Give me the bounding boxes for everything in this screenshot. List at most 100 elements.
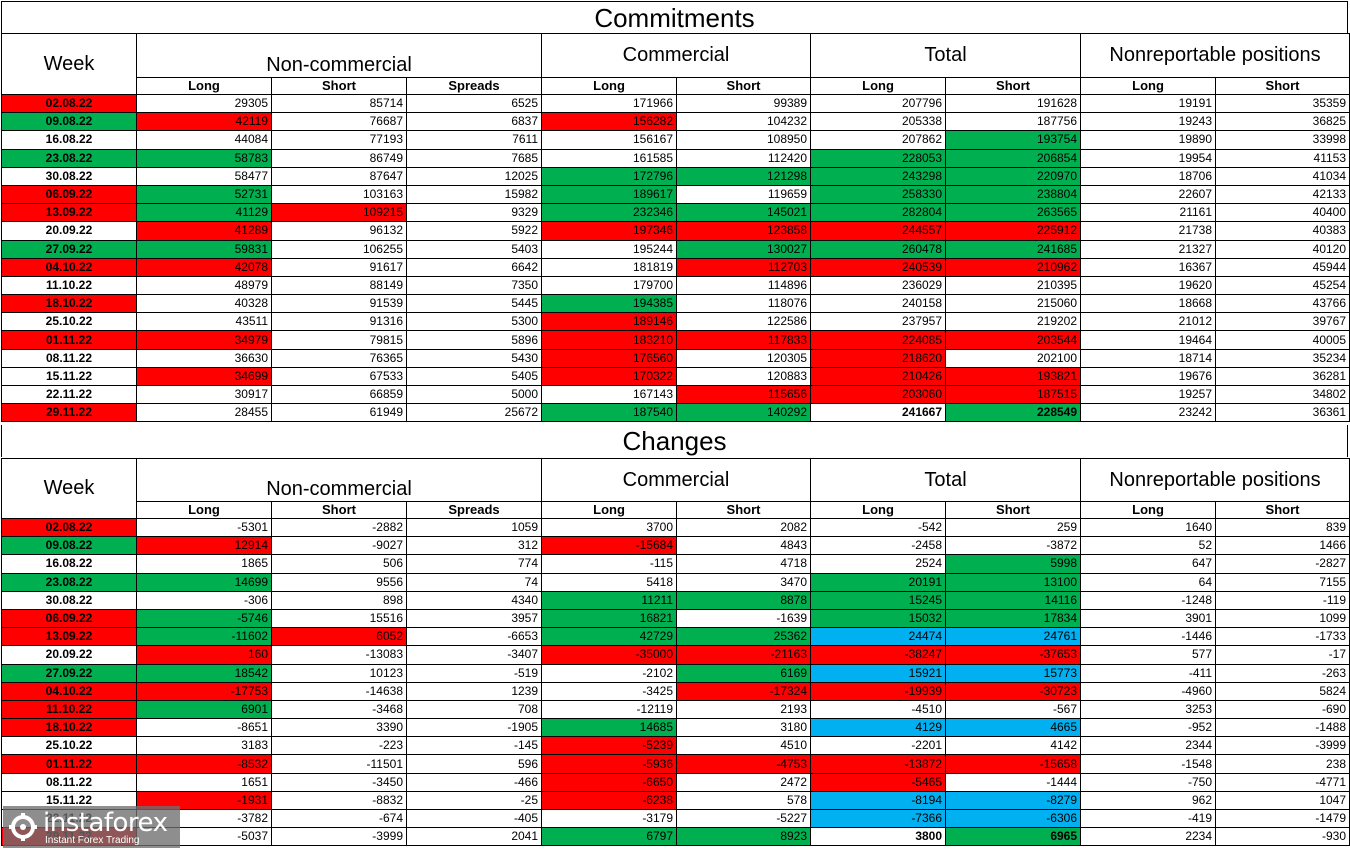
- value-cell: 130027: [676, 239, 812, 259]
- table-row: 25.10.22 3183 -223 -145 -5239 4510 -2201 4142 23…: [1, 736, 1350, 756]
- value-cell: -2102: [541, 663, 678, 683]
- value-cell: -1548: [1080, 754, 1217, 774]
- week-cell: 08.11.22: [1, 348, 137, 368]
- value-cell: 17834: [945, 608, 1082, 629]
- value-cell: 14685: [541, 718, 678, 738]
- value-cell: -119: [1215, 590, 1350, 610]
- value-cell: -1733: [1215, 627, 1350, 647]
- value-cell: -223: [271, 736, 407, 756]
- value-cell: 18542: [136, 663, 272, 683]
- value-cell: 195244: [541, 239, 678, 259]
- value-cell: -2201: [810, 736, 947, 756]
- value-cell: 86749: [271, 148, 407, 168]
- value-cell: 170322: [541, 366, 678, 387]
- week-cell: 30.08.22: [1, 590, 137, 610]
- non-commercial-header: Non-commercial: [135, 458, 543, 502]
- table-row: 06.09.22 52731 103163 15982 189617 119659 2583…: [1, 184, 1350, 205]
- commercial-header: Commercial: [541, 33, 812, 78]
- value-cell: -3999: [1215, 736, 1350, 756]
- week-cell: 01.11.22: [1, 754, 137, 774]
- commitments-table: Week Non-commercial Commercial Total Nonrepo…: [1, 33, 1350, 423]
- table-row: 15.11.22 -1931 -8832 -25 -6238 578 -8194 -8279 9…: [1, 790, 1350, 811]
- value-cell: 115656: [676, 384, 812, 405]
- value-cell: 10123: [271, 663, 407, 683]
- value-cell: 240158: [810, 294, 947, 314]
- value-cell: 19243: [1080, 112, 1217, 132]
- value-cell: 109215: [271, 203, 407, 223]
- value-cell: 9556: [271, 572, 407, 592]
- value-cell: 5000: [405, 384, 543, 405]
- value-cell: 228549: [945, 403, 1082, 423]
- value-cell: 58477: [136, 166, 272, 186]
- table-row: 11.10.22 6901 -3468 708 -12119 2193 -4510 -567 3…: [1, 699, 1350, 720]
- value-cell: -405: [405, 808, 543, 829]
- value-cell: -6238: [541, 790, 678, 811]
- value-cell: -2827: [1215, 554, 1350, 574]
- total-header: Total: [810, 33, 1082, 78]
- value-cell: 16821: [541, 608, 678, 629]
- value-cell: -8651: [136, 718, 272, 738]
- value-cell: -1488: [1215, 718, 1350, 738]
- non-commercial-header: Non-commercial: [135, 33, 543, 78]
- table-row: 08.11.22 36630 76365 5430 176560 120305 218620…: [1, 348, 1350, 368]
- week-cell: 18.10.22: [1, 718, 137, 738]
- value-cell: 11211: [541, 590, 678, 610]
- value-cell: 240539: [810, 257, 947, 277]
- column-subheader: Long: [810, 501, 947, 519]
- value-cell: 228053: [810, 148, 947, 168]
- table-row: 30.08.22 58477 87647 12025 172796 121298 24329…: [1, 166, 1350, 186]
- value-cell: -11501: [271, 754, 407, 774]
- value-cell: 45254: [1215, 275, 1350, 296]
- table-row: 18.10.22 -8651 3390 -1905 14685 3180 4129 4665-…: [1, 718, 1350, 738]
- value-cell: 15921: [810, 663, 947, 683]
- value-cell: 241685: [945, 239, 1082, 259]
- value-cell: 120305: [676, 348, 812, 368]
- table-row: 09.08.22 12914 -9027 312 -15684 4843 -2458 -387…: [1, 536, 1350, 556]
- value-cell: 203060: [810, 384, 947, 405]
- value-cell: 18714: [1080, 348, 1217, 368]
- value-cell: 30917: [136, 384, 272, 405]
- week-cell: 23.08.22: [1, 572, 137, 592]
- value-cell: 18668: [1080, 294, 1217, 314]
- table-row: 29.11.22-5037-39992041679789233800696522…: [1, 827, 1350, 847]
- week-cell: 04.10.22: [1, 681, 137, 701]
- value-cell: 282804: [810, 203, 947, 223]
- value-cell: 4340: [405, 590, 543, 610]
- value-cell: 2041: [405, 827, 543, 847]
- column-subheader: Short: [676, 77, 812, 95]
- week-cell: 20.09.22: [1, 221, 137, 241]
- value-cell: 224085: [810, 330, 947, 350]
- column-subheader: Short: [271, 501, 407, 519]
- value-cell: 4129: [810, 718, 947, 738]
- value-cell: 61949: [271, 403, 407, 423]
- value-cell: 3901: [1080, 608, 1217, 629]
- value-cell: 312: [405, 536, 543, 556]
- value-cell: 36630: [136, 348, 272, 368]
- value-cell: 16367: [1080, 257, 1217, 277]
- value-cell: 36361: [1215, 403, 1350, 423]
- value-cell: 2193: [676, 699, 812, 720]
- value-cell: 210426: [810, 366, 947, 387]
- column-subheader: Spreads: [405, 501, 543, 519]
- column-subheader: Spreads: [405, 77, 543, 95]
- value-cell: 207862: [810, 130, 947, 150]
- week-cell: 27.09.22: [1, 663, 137, 683]
- value-cell: 67533: [271, 366, 407, 387]
- value-cell: -1479: [1215, 808, 1350, 829]
- value-cell: -17324: [676, 681, 812, 701]
- value-cell: -3999: [271, 827, 407, 847]
- value-cell: 21012: [1080, 312, 1217, 332]
- value-cell: 19620: [1080, 275, 1217, 296]
- table-row: 27.09.22 18542 10123 -519 -2102 6169 15921 1577…: [1, 663, 1350, 683]
- value-cell: -15658: [945, 754, 1082, 774]
- value-cell: 203544: [945, 330, 1082, 350]
- value-cell: 181819: [541, 257, 678, 277]
- week-cell: 23.08.22: [1, 148, 137, 168]
- week-cell: 11.10.22: [1, 275, 137, 296]
- value-cell: 44084: [136, 130, 272, 150]
- value-cell: 41129: [136, 203, 272, 223]
- value-cell: 839: [1215, 517, 1350, 538]
- week-cell: 30.08.22: [1, 166, 137, 186]
- value-cell: 40383: [1215, 221, 1350, 241]
